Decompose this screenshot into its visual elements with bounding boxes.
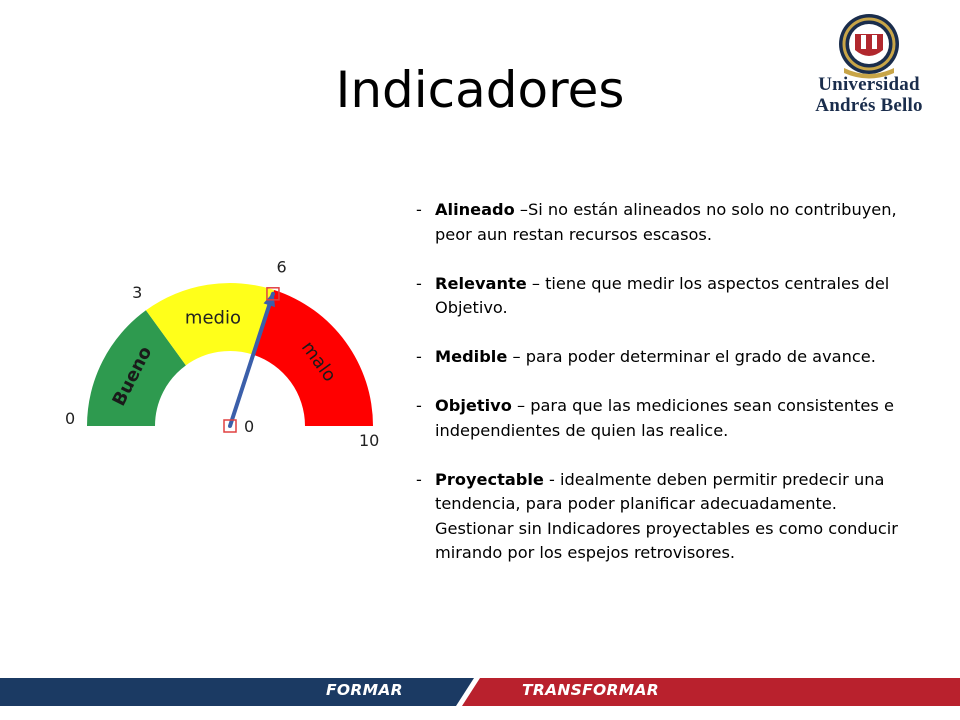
criteria-term: Proyectable bbox=[435, 469, 544, 489]
criteria-text: – tiene que medir los aspectos centrales… bbox=[435, 273, 890, 318]
logo-shield-tower bbox=[872, 35, 877, 49]
footer-label-formar: FORMAR bbox=[326, 681, 403, 699]
logo-text: Universidad Andrés Bello bbox=[800, 74, 938, 116]
footer-band-right bbox=[462, 678, 960, 706]
criteria-item: Proyectable - idealmente deben permitir … bbox=[414, 468, 904, 566]
gauge-pivot-marker bbox=[223, 419, 237, 433]
criteria-item: Alineado –Si no están alineados no solo … bbox=[414, 198, 904, 247]
logo-seal-ring bbox=[842, 17, 896, 71]
logo-ribbon bbox=[844, 68, 894, 79]
gauge-segment-bueno bbox=[87, 310, 186, 426]
footer-band-left bbox=[0, 678, 474, 706]
logo-shield-tower bbox=[861, 35, 866, 49]
footer-band bbox=[0, 678, 960, 706]
criteria-list: Alineado –Si no están alineados no solo … bbox=[414, 198, 904, 590]
criteria-term: Medible bbox=[435, 347, 508, 366]
slide-title: Indicadores bbox=[335, 61, 625, 119]
footer-label-transformar: TRANSFORMAR bbox=[522, 681, 659, 699]
criteria-item: Medible – para poder determinar el grado… bbox=[414, 345, 904, 370]
criteria-item: Relevante – tiene que medir los aspectos… bbox=[414, 272, 904, 321]
criteria-item: Objetivo – para que las mediciones sean … bbox=[414, 394, 904, 443]
gauge-label-6: 6 bbox=[277, 258, 287, 277]
criteria-text: –Si no están alineados no solo no contri… bbox=[435, 200, 897, 244]
criteria-term: Alineado bbox=[435, 200, 515, 219]
gauge-segment-malo bbox=[253, 289, 373, 426]
logo-line-2: Andrés Bello bbox=[815, 95, 923, 116]
criteria-text: - idealmente deben permitir predecir una… bbox=[435, 469, 898, 563]
gauge-label-max: 10 bbox=[359, 431, 379, 450]
gauge-label-center: 0 bbox=[244, 417, 254, 436]
gauge-segment-medio bbox=[145, 283, 275, 366]
gauge-label-3: 3 bbox=[132, 283, 142, 302]
gauge-segment-label-medio: medio bbox=[185, 307, 241, 328]
logo-line-1: Universidad bbox=[818, 74, 920, 95]
logo-shield-icon bbox=[855, 34, 883, 56]
university-logo bbox=[839, 14, 899, 79]
criteria-text: – para que las mediciones sean consisten… bbox=[435, 396, 894, 440]
criteria-term: Objetivo bbox=[435, 396, 512, 415]
gauge-label-min: 0 bbox=[65, 409, 75, 428]
criteria-term: Relevante bbox=[435, 273, 527, 293]
gauge-needle bbox=[228, 291, 275, 428]
criteria-text: – para poder determinar el grado de avan… bbox=[507, 347, 876, 366]
gauge-tip-marker bbox=[266, 287, 280, 301]
